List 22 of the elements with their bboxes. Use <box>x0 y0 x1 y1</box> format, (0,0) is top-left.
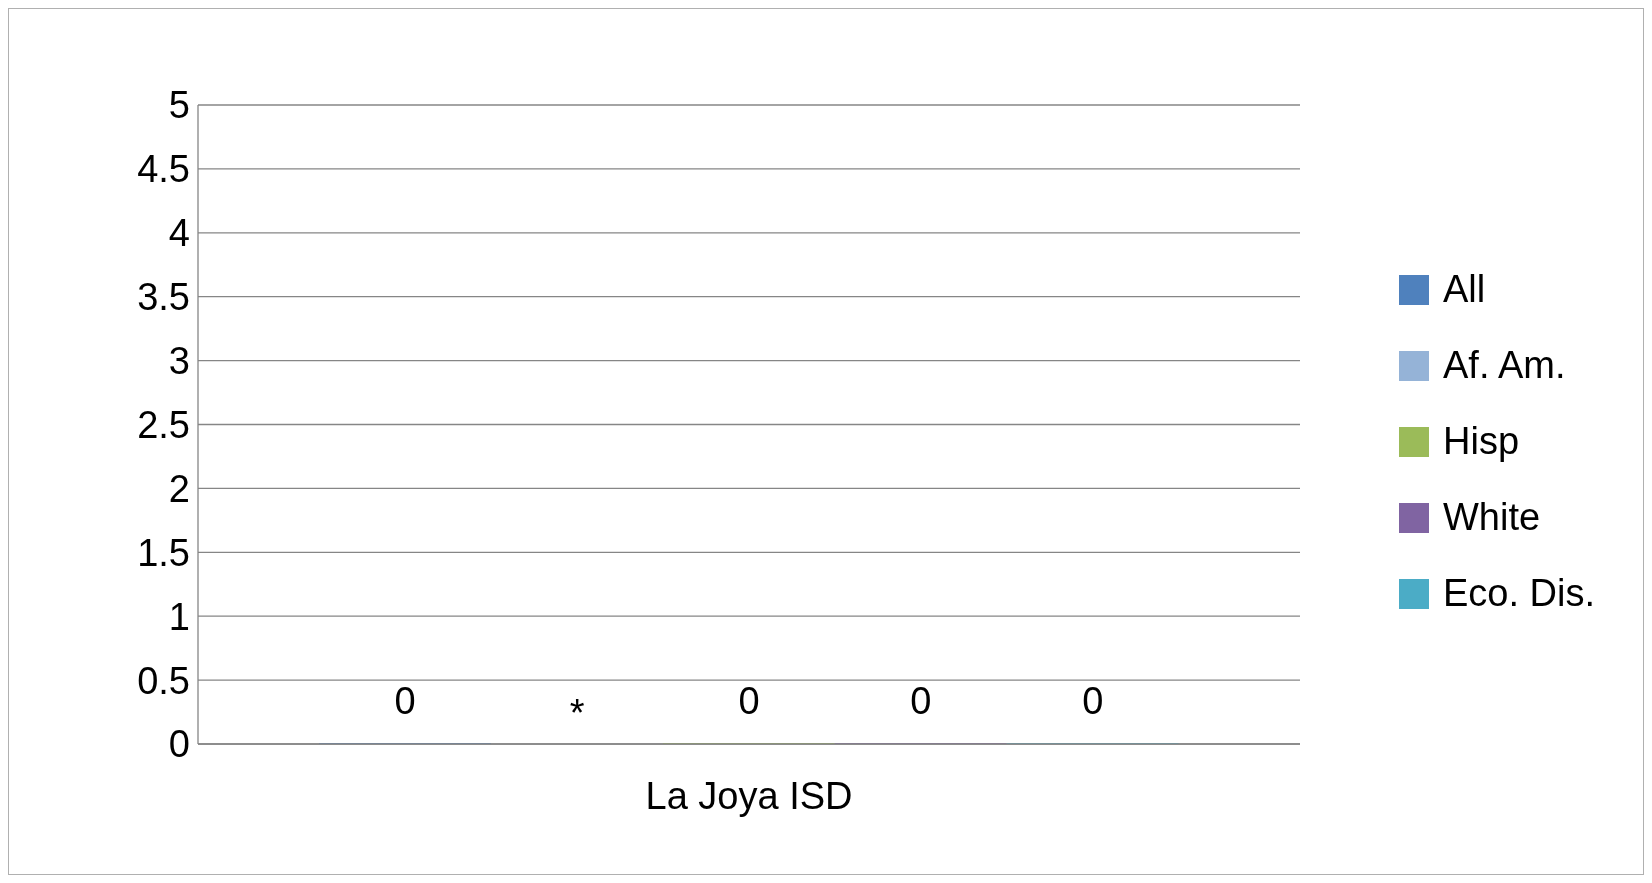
y-tick-label: 4.5 <box>137 148 190 191</box>
legend-label: White <box>1443 496 1541 539</box>
y-tick-label: 4 <box>168 212 190 255</box>
legend-label: All <box>1443 268 1486 311</box>
y-tick-label: 3.5 <box>137 276 190 319</box>
y-tick-label: 2.5 <box>137 403 190 446</box>
text: * <box>569 692 585 734</box>
y-tick-label: 2 <box>168 467 190 510</box>
y-tick-label: 0 <box>168 723 190 766</box>
legend-label: Eco. Dis. <box>1443 572 1596 615</box>
y-tick-label: 1.5 <box>137 531 190 574</box>
data-label: 0 <box>910 680 932 722</box>
y-tick-label: 0.5 <box>137 659 190 702</box>
y-tick-label: 1 <box>168 595 190 638</box>
legend-label: Hisp <box>1443 420 1520 463</box>
x-tick-label: La Joya ISD <box>645 774 853 817</box>
data-label: 0 <box>738 680 760 722</box>
y-tick-label: 5 <box>168 84 190 127</box>
legend-label: Af. Am. <box>1443 344 1566 387</box>
data-label: 0 <box>394 680 416 722</box>
data-label: 0 <box>1082 680 1104 722</box>
y-tick-label: 3 <box>168 340 190 383</box>
